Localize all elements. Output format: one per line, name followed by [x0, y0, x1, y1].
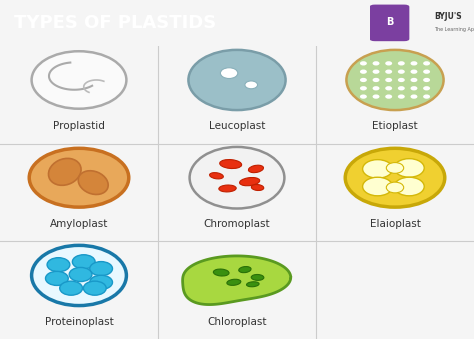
Circle shape [398, 86, 405, 91]
Ellipse shape [210, 173, 223, 179]
Circle shape [373, 69, 380, 74]
Ellipse shape [251, 275, 264, 280]
Ellipse shape [48, 158, 81, 185]
Circle shape [220, 68, 238, 79]
Text: Chromoplast: Chromoplast [204, 219, 270, 229]
Text: Elaioplast: Elaioplast [370, 219, 420, 229]
Text: Proplastid: Proplastid [53, 121, 105, 131]
Polygon shape [182, 256, 291, 304]
Circle shape [363, 177, 392, 196]
Circle shape [423, 61, 430, 65]
Ellipse shape [32, 51, 127, 109]
Circle shape [90, 275, 112, 290]
Ellipse shape [345, 148, 445, 207]
Ellipse shape [190, 147, 284, 208]
Circle shape [360, 69, 367, 74]
Circle shape [90, 262, 112, 276]
Circle shape [360, 95, 367, 99]
Text: The Learning App: The Learning App [434, 27, 474, 32]
Ellipse shape [248, 165, 264, 173]
Ellipse shape [227, 279, 241, 285]
Text: B: B [386, 17, 393, 27]
Ellipse shape [346, 50, 444, 110]
Ellipse shape [251, 184, 264, 191]
Circle shape [394, 159, 424, 177]
Circle shape [60, 281, 82, 295]
Circle shape [398, 95, 405, 99]
Ellipse shape [32, 245, 127, 305]
Circle shape [423, 86, 430, 91]
Circle shape [385, 95, 392, 99]
Circle shape [360, 61, 367, 65]
Ellipse shape [239, 266, 251, 273]
Text: Proteinoplast: Proteinoplast [45, 317, 113, 327]
Circle shape [363, 160, 392, 178]
Circle shape [385, 78, 392, 82]
Ellipse shape [213, 269, 229, 276]
Circle shape [386, 182, 404, 193]
Circle shape [398, 61, 405, 65]
Ellipse shape [188, 50, 285, 110]
Text: TYPES OF PLASTIDS: TYPES OF PLASTIDS [14, 14, 217, 32]
Circle shape [385, 61, 392, 65]
Circle shape [410, 78, 418, 82]
Circle shape [69, 267, 92, 281]
Circle shape [373, 61, 380, 65]
Text: Leucoplast: Leucoplast [209, 121, 265, 131]
Circle shape [410, 95, 418, 99]
Text: BYJU'S: BYJU'S [434, 12, 462, 21]
Circle shape [360, 78, 367, 82]
Circle shape [373, 86, 380, 91]
Ellipse shape [239, 178, 260, 186]
Ellipse shape [78, 171, 108, 195]
Circle shape [410, 69, 418, 74]
Circle shape [410, 86, 418, 91]
Circle shape [47, 258, 70, 272]
Circle shape [423, 69, 430, 74]
Circle shape [373, 78, 380, 82]
Circle shape [360, 86, 367, 91]
Circle shape [46, 271, 68, 285]
Circle shape [423, 95, 430, 99]
Circle shape [394, 177, 424, 196]
Circle shape [398, 78, 405, 82]
Text: Etioplast: Etioplast [372, 121, 418, 131]
Ellipse shape [219, 185, 236, 192]
Ellipse shape [220, 160, 242, 168]
Circle shape [398, 69, 405, 74]
Circle shape [410, 61, 418, 65]
Circle shape [245, 81, 257, 89]
Circle shape [386, 163, 404, 173]
Circle shape [423, 78, 430, 82]
Text: Amyloplast: Amyloplast [50, 219, 108, 229]
Circle shape [73, 255, 95, 269]
Circle shape [385, 69, 392, 74]
FancyBboxPatch shape [370, 5, 410, 41]
Text: Chloroplast: Chloroplast [207, 317, 267, 327]
Circle shape [373, 95, 380, 99]
Ellipse shape [29, 148, 129, 207]
Ellipse shape [246, 282, 259, 287]
Circle shape [83, 281, 106, 295]
Circle shape [385, 86, 392, 91]
